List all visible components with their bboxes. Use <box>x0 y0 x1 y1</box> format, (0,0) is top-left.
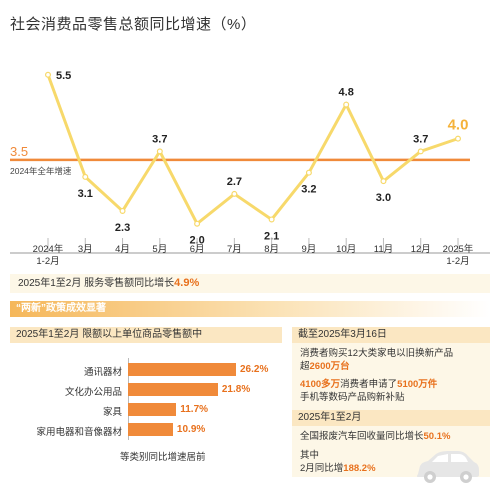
x-tick-label: 9月 <box>302 244 317 255</box>
bar-caption: 等类别同比增速居前 <box>120 452 206 463</box>
appliance-prefix: 超 <box>300 361 310 372</box>
digital-items-value: 5100万件 <box>397 379 438 390</box>
data-point <box>305 169 312 176</box>
x-tick-label: 6月 <box>190 244 205 255</box>
x-tick-label: 2024年 <box>33 243 64 255</box>
car-icon <box>417 451 479 483</box>
x-tick-label: 4月 <box>115 244 130 255</box>
data-point <box>380 178 387 185</box>
vehicle-prefix: 全国报废汽车回收量同比增长 <box>300 431 424 442</box>
vehicle-feb-text: 2月同比增188.2% <box>300 462 376 475</box>
category-bar <box>128 423 173 436</box>
vehicle-text: 全国报废汽车回收量同比增长50.1% <box>300 430 450 443</box>
vehicle-feb-value: 188.2% <box>343 463 376 474</box>
page-title: 社会消费品零售总额同比增速（%） <box>10 16 257 33</box>
bar-value-label: 21.8% <box>221 384 251 395</box>
digital-text-1: 4100多万消费者申请了5100万件 <box>300 378 437 391</box>
reference-label: 2024年全年增速 <box>10 166 72 176</box>
value-label: 2.7 <box>227 176 242 188</box>
bar-category-label: 家用电器和音像器材 <box>36 427 122 438</box>
data-point <box>82 173 89 180</box>
vehicle-value: 50.1% <box>423 431 451 442</box>
value-label: 4.0 <box>448 117 469 134</box>
digital-consumers-value: 4100多万 <box>300 379 341 390</box>
section-title: “两新”政策成效显著 <box>16 303 106 314</box>
x-tick-label: 10月 <box>336 244 356 255</box>
right-subheading-2: 2025年1至2月 <box>292 410 490 426</box>
x-tick-label: 3月 <box>78 244 93 255</box>
bar-value-label: 26.2% <box>240 364 269 375</box>
bar-value-label: 11.7% <box>180 404 209 415</box>
x-tick-label: 5月 <box>152 244 167 255</box>
x-tick-label-sub: 1-2月 <box>36 256 59 267</box>
left-subheading: 2025年1至2月 限额以上单位商品零售额中 <box>10 327 282 343</box>
reference-value: 3.5 <box>10 144 28 159</box>
bar-value-label: 10.9% <box>176 424 206 435</box>
value-label: 3.7 <box>413 133 428 145</box>
value-label: 5.5 <box>56 70 71 82</box>
x-tick-label: 11月 <box>374 244 393 255</box>
x-tick-label-sub: 1-2月 <box>446 256 469 267</box>
data-point <box>194 220 201 227</box>
bar-category-label: 文化办公用品 <box>64 387 122 398</box>
policy-section-banner: “两新”政策成效显著 <box>10 301 490 317</box>
category-bar <box>128 363 236 376</box>
data-point <box>417 148 424 155</box>
data-point <box>156 148 163 155</box>
vehicle-feb-prefix: 2月同比增 <box>300 463 344 474</box>
x-tick-label: 7月 <box>227 244 242 255</box>
value-label: 3.1 <box>78 188 93 200</box>
digital-text-2: 手机等数码产品购新补贴 <box>300 392 405 403</box>
series-line <box>46 74 459 227</box>
bar-axis <box>128 358 129 440</box>
value-label: 2.3 <box>115 222 130 234</box>
value-label: 2.1 <box>264 230 279 242</box>
value-label: 4.8 <box>339 87 354 99</box>
category-bar <box>128 383 218 396</box>
note-text: 2025年1至2月 服务零售额同比增长 <box>18 278 175 289</box>
value-label: 3.0 <box>376 192 391 204</box>
data-point <box>268 216 275 223</box>
data-point <box>119 207 126 214</box>
value-label: 3.2 <box>301 184 316 196</box>
category-bar <box>128 403 177 416</box>
right-subheading-1: 截至2025年3月16日 <box>292 327 490 343</box>
appliance-text-2: 超2600万台 <box>300 360 350 373</box>
value-label: 3.7 <box>152 133 167 145</box>
data-point <box>231 190 238 197</box>
data-point <box>455 135 462 142</box>
bar-category-label: 通讯器材 <box>83 367 122 378</box>
data-point <box>343 101 350 108</box>
appliance-text-1: 消费者购买12大类家电以旧换新产品 <box>300 348 454 359</box>
bar-category-label: 家具 <box>102 407 122 418</box>
data-point <box>44 71 51 78</box>
x-tick-label: 12月 <box>411 244 431 255</box>
service-retail-note: 2025年1至2月 服务零售额同比增长4.9% <box>10 274 490 293</box>
note-value: 4.9% <box>174 277 200 289</box>
vehicle-feb-label: 其中 <box>300 450 320 461</box>
appliance-value: 2600万台 <box>309 361 350 372</box>
x-tick-label: 2025年 <box>443 243 474 255</box>
digital-mid-text: 消费者申请了 <box>340 379 398 390</box>
x-tick-label: 8月 <box>264 244 279 255</box>
